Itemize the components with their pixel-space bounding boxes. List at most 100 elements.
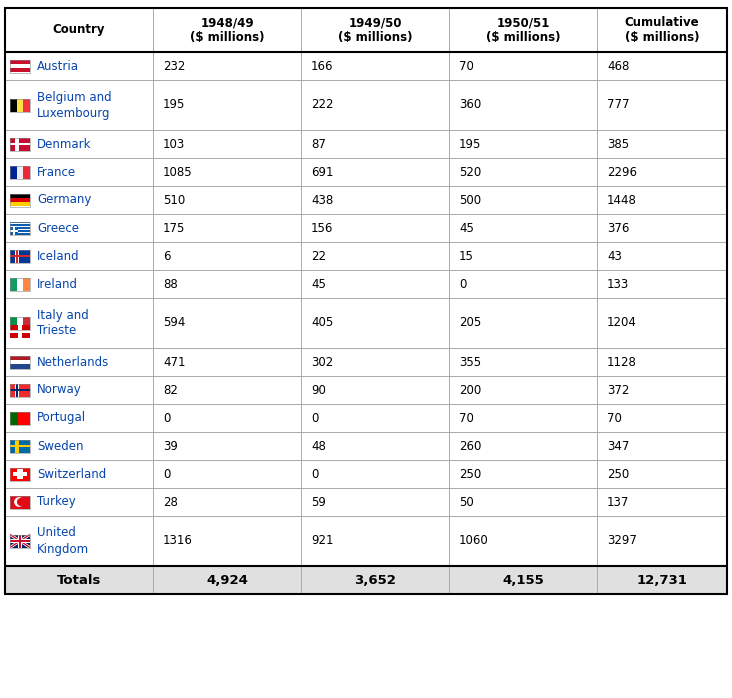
Bar <box>5 158 727 186</box>
Text: 2296: 2296 <box>607 165 637 179</box>
Bar <box>5 52 727 80</box>
Bar <box>10 64 30 68</box>
Text: 50: 50 <box>459 496 474 509</box>
Bar <box>13 472 27 476</box>
Bar <box>5 348 727 376</box>
Text: Belgium and
Luxembourg: Belgium and Luxembourg <box>37 91 111 119</box>
Bar <box>15 440 19 452</box>
Text: 260: 260 <box>459 440 482 452</box>
Text: 372: 372 <box>607 383 630 396</box>
Bar <box>10 138 30 151</box>
Text: 1948/49: 1948/49 <box>200 17 254 29</box>
Text: 691: 691 <box>311 165 334 179</box>
Bar <box>17 470 23 479</box>
Bar <box>23 165 30 179</box>
Bar <box>10 412 18 424</box>
Bar <box>5 404 727 432</box>
Bar <box>10 440 30 452</box>
Text: Netherlands: Netherlands <box>37 355 109 369</box>
Bar <box>10 389 30 392</box>
Bar <box>19 535 20 547</box>
Bar <box>10 226 30 228</box>
Text: 777: 777 <box>607 98 630 112</box>
Bar <box>5 432 727 460</box>
Bar <box>5 376 727 404</box>
Text: 22: 22 <box>311 249 326 262</box>
Text: 222: 222 <box>311 98 334 112</box>
Bar <box>10 249 30 262</box>
Bar <box>5 298 727 348</box>
Text: 205: 205 <box>459 316 481 329</box>
Bar <box>17 98 23 112</box>
Text: 70: 70 <box>459 59 474 73</box>
Bar <box>10 224 30 226</box>
Bar <box>10 202 30 207</box>
Bar <box>23 278 30 290</box>
Bar <box>15 383 19 396</box>
Text: 133: 133 <box>607 278 630 290</box>
Bar <box>10 468 30 480</box>
Text: 1085: 1085 <box>163 165 193 179</box>
Text: 137: 137 <box>607 496 630 509</box>
Text: ($ millions): ($ millions) <box>190 31 264 43</box>
Text: 39: 39 <box>163 440 178 452</box>
Text: 921: 921 <box>311 535 334 547</box>
Bar <box>5 186 727 214</box>
Bar <box>10 228 18 235</box>
Bar <box>18 325 22 338</box>
Text: 500: 500 <box>459 193 481 207</box>
Text: 82: 82 <box>163 383 178 396</box>
Bar <box>23 316 30 329</box>
Bar <box>10 233 30 235</box>
Text: 594: 594 <box>163 316 185 329</box>
Bar <box>10 59 30 73</box>
Text: 45: 45 <box>311 278 326 290</box>
Bar <box>15 249 19 262</box>
Text: 347: 347 <box>607 440 630 452</box>
Bar <box>10 445 30 447</box>
Bar <box>15 138 19 151</box>
Bar <box>5 8 727 594</box>
Bar <box>10 412 30 424</box>
Bar <box>5 566 727 594</box>
Text: Greece: Greece <box>37 221 79 235</box>
Bar <box>10 138 30 151</box>
Text: Ireland: Ireland <box>37 278 78 290</box>
Text: 4,155: 4,155 <box>502 574 544 586</box>
Text: 405: 405 <box>311 316 333 329</box>
Bar <box>10 383 30 396</box>
Text: Turkey: Turkey <box>37 496 75 509</box>
Text: 200: 200 <box>459 383 481 396</box>
Circle shape <box>18 498 24 505</box>
Text: 232: 232 <box>163 59 185 73</box>
Text: 0: 0 <box>311 468 318 480</box>
Text: Switzerland: Switzerland <box>37 468 106 480</box>
Bar <box>10 230 18 232</box>
Bar <box>5 460 727 488</box>
Text: 1950/51: 1950/51 <box>496 17 550 29</box>
Bar <box>18 412 30 424</box>
Text: Austria: Austria <box>37 59 79 73</box>
Bar <box>10 255 30 257</box>
Text: 1128: 1128 <box>607 355 637 369</box>
Text: 175: 175 <box>163 221 185 235</box>
Bar <box>10 68 30 73</box>
Bar <box>10 193 30 198</box>
Text: 302: 302 <box>311 355 333 369</box>
Text: 510: 510 <box>163 193 185 207</box>
Text: Totals: Totals <box>57 574 101 586</box>
Text: 3,652: 3,652 <box>354 574 396 586</box>
Text: 87: 87 <box>311 138 326 151</box>
Text: 355: 355 <box>459 355 481 369</box>
Text: 15: 15 <box>459 249 474 262</box>
Bar <box>5 8 727 52</box>
Text: France: France <box>37 165 76 179</box>
Bar <box>10 229 30 230</box>
Text: 0: 0 <box>163 468 171 480</box>
Bar <box>17 165 23 179</box>
Bar <box>5 130 727 158</box>
Text: 360: 360 <box>459 98 481 112</box>
Text: 88: 88 <box>163 278 178 290</box>
Bar <box>10 278 17 290</box>
Text: 520: 520 <box>459 165 481 179</box>
